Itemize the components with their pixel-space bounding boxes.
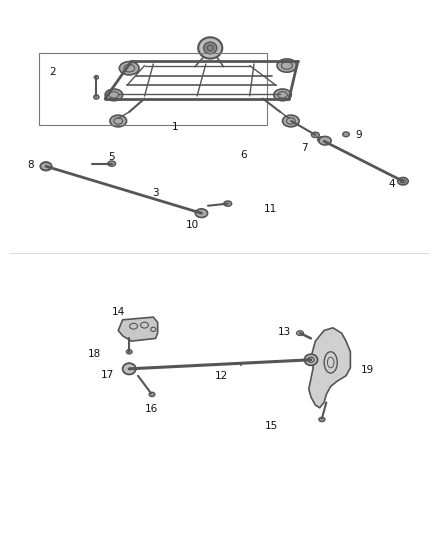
Text: 19: 19 [361, 366, 374, 375]
Text: 13: 13 [278, 327, 291, 336]
Text: 18: 18 [88, 350, 101, 359]
Ellipse shape [110, 115, 127, 127]
Ellipse shape [196, 209, 207, 217]
Ellipse shape [126, 366, 132, 372]
Text: 6: 6 [240, 150, 247, 159]
Ellipse shape [224, 201, 232, 206]
Ellipse shape [123, 364, 135, 374]
Ellipse shape [105, 89, 123, 101]
Ellipse shape [149, 392, 155, 397]
Ellipse shape [318, 137, 326, 142]
Ellipse shape [40, 162, 52, 171]
Ellipse shape [277, 59, 297, 72]
Text: 4: 4 [389, 179, 396, 189]
Polygon shape [118, 317, 158, 341]
Ellipse shape [398, 177, 408, 185]
Text: 16: 16 [145, 405, 158, 414]
Text: 7: 7 [301, 143, 308, 153]
Ellipse shape [198, 37, 222, 59]
Polygon shape [309, 328, 350, 408]
Ellipse shape [126, 350, 132, 354]
Ellipse shape [311, 132, 319, 138]
Text: 12: 12 [215, 371, 228, 381]
Ellipse shape [274, 89, 291, 101]
Ellipse shape [195, 209, 208, 217]
Ellipse shape [283, 115, 299, 127]
Ellipse shape [297, 330, 304, 336]
Text: 9: 9 [356, 130, 363, 140]
Ellipse shape [94, 76, 99, 79]
Ellipse shape [204, 42, 217, 54]
Text: 5: 5 [108, 152, 115, 162]
Text: 1: 1 [172, 122, 179, 132]
Ellipse shape [304, 354, 318, 366]
Text: 2: 2 [49, 67, 56, 77]
Text: 3: 3 [152, 189, 159, 198]
Text: 15: 15 [265, 422, 278, 431]
Ellipse shape [319, 417, 325, 422]
Text: 14: 14 [112, 307, 125, 317]
Ellipse shape [343, 132, 350, 137]
Text: 11: 11 [264, 205, 277, 214]
Ellipse shape [123, 364, 136, 374]
Ellipse shape [119, 61, 139, 75]
Text: 10: 10 [186, 220, 199, 230]
Text: 8: 8 [27, 160, 34, 170]
Text: 17: 17 [101, 370, 114, 379]
Ellipse shape [319, 136, 331, 145]
Ellipse shape [40, 163, 52, 171]
Ellipse shape [108, 161, 116, 166]
Ellipse shape [94, 95, 99, 99]
